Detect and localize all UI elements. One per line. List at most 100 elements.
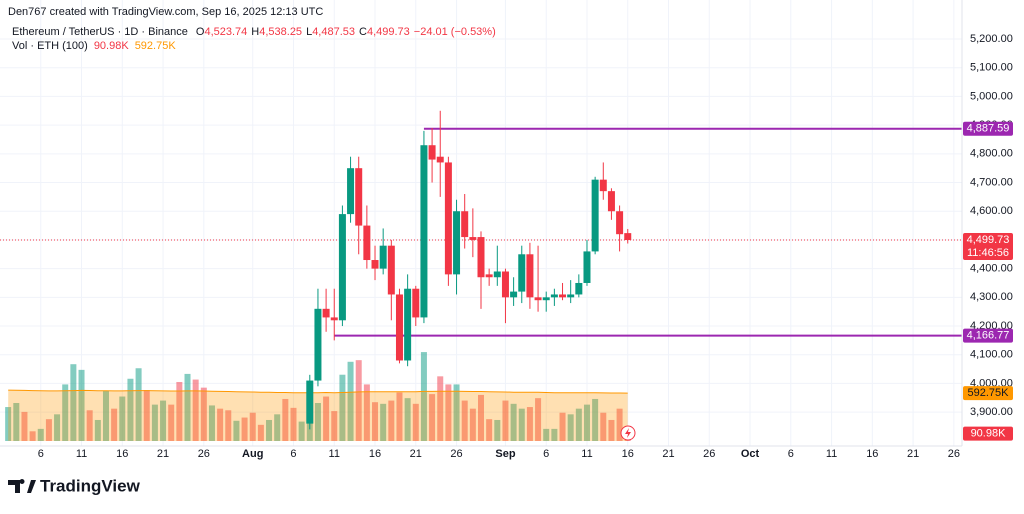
x-tick-label: 16 (116, 448, 128, 460)
volume-bar (372, 402, 379, 441)
volume-bar (404, 398, 411, 441)
level-badge-label: 4,887.59 (967, 123, 1010, 135)
volume-bar (567, 414, 574, 441)
candle-body (444, 162, 452, 275)
x-tick-label: 6 (788, 448, 794, 460)
candle-body (379, 245, 387, 269)
volume-bar (616, 408, 623, 441)
volume-bar (168, 404, 175, 441)
ohlc-value: 4,538.25 (259, 26, 302, 38)
candle-body (306, 380, 314, 424)
volume-bar (412, 403, 419, 441)
volume-bar (551, 428, 558, 441)
credit: Den767 created with TradingView.com, Sep… (8, 6, 323, 18)
ohlc-key: C (359, 26, 367, 38)
candle-body (575, 282, 583, 295)
volume-bar (62, 384, 69, 441)
candle-body (322, 308, 330, 318)
volume-ma-badge (963, 386, 1013, 401)
volume-bar (176, 381, 183, 441)
volume-bar (314, 403, 321, 441)
volume-ma-value: 592.75K (135, 40, 177, 52)
volume-bar (608, 419, 615, 441)
ohlc-key: O (196, 26, 205, 38)
x-tick-label: 16 (622, 448, 634, 460)
y-tick-label: 5,200.00 (970, 33, 1013, 45)
volume-title: Vol · ETH (100) (12, 40, 88, 52)
candle-body (542, 297, 550, 301)
x-tick-label: 26 (198, 448, 210, 460)
ohlc-value: 4,499.73 (367, 26, 410, 38)
ohlc-value: 4,487.53 (312, 26, 355, 38)
x-tick-label: 11 (826, 448, 837, 460)
candle-body (485, 274, 493, 278)
volume-bar (70, 364, 77, 441)
y-tick-label: 4,800.00 (970, 148, 1013, 160)
candle-body (436, 156, 444, 163)
flash-icon (620, 425, 636, 441)
volume-bar (274, 414, 281, 441)
candle-body (412, 288, 420, 318)
volume-value: 90.98K (94, 40, 130, 52)
ohlc-key: H (251, 26, 259, 38)
candle-body (371, 260, 379, 269)
candle-body (314, 308, 322, 381)
volume-bar (290, 407, 297, 441)
volume-bar (192, 379, 199, 441)
price-pane (0, 110, 962, 430)
volume-bar (249, 412, 256, 441)
volume-bar (94, 419, 101, 441)
volume-bar (127, 378, 134, 441)
candle-body (493, 271, 501, 278)
volume-bar (331, 411, 338, 441)
volume-bar (380, 403, 387, 441)
volume-bar (86, 410, 93, 441)
grid (0, 0, 962, 446)
x-tick-label: 26 (948, 448, 960, 460)
x-tick-label: 26 (450, 448, 462, 460)
footer-logo-text: TradingView (40, 476, 141, 495)
y-tick-label: 4,100.00 (970, 349, 1013, 361)
volume-bar (266, 419, 273, 441)
candle-body (395, 294, 403, 361)
last-price-badge (963, 233, 1013, 261)
candle-body (518, 254, 526, 292)
x-tick-label: 11 (76, 448, 87, 460)
volume-bar (298, 421, 305, 441)
volume-bar (111, 408, 118, 441)
last-price-badge-label: 11:46:56 (967, 247, 1009, 259)
volume-bar (37, 428, 44, 441)
volume-ma-area (8, 390, 628, 441)
volume-bar (225, 410, 232, 441)
candle-body (534, 297, 542, 301)
volume-bar (45, 419, 52, 441)
volume-bar (575, 408, 582, 441)
y-tick-label: 3,900.00 (970, 406, 1013, 418)
candle-body (559, 294, 567, 298)
x-tick-label: Aug (242, 448, 263, 460)
volume-bar (29, 431, 36, 441)
volume-bar (119, 396, 126, 441)
ohlc-value: 4,523.74 (204, 26, 247, 38)
volume-bar (347, 361, 354, 441)
candle-body (363, 225, 371, 261)
volume-bar (445, 384, 452, 441)
candle-body (453, 211, 461, 275)
volume-badge-label: 90.98K (971, 428, 1007, 440)
volume-bar (217, 408, 224, 441)
x-tick-label: 21 (662, 448, 674, 460)
y-tick-label: 4,300.00 (970, 291, 1013, 303)
candle-body (477, 237, 485, 278)
candle-body (599, 179, 607, 192)
volume-bar (461, 400, 468, 441)
y-tick-label: 4,600.00 (970, 205, 1013, 217)
volume-bar (437, 376, 444, 441)
volume-ma-line (8, 389, 628, 394)
x-tick-label: 16 (866, 448, 878, 460)
volume-bar (494, 419, 501, 441)
change: −24.01 (−0.53%) (414, 26, 496, 38)
candle-body (510, 291, 518, 298)
volume-bar (13, 403, 20, 441)
x-tick-label: Sep (495, 448, 515, 460)
